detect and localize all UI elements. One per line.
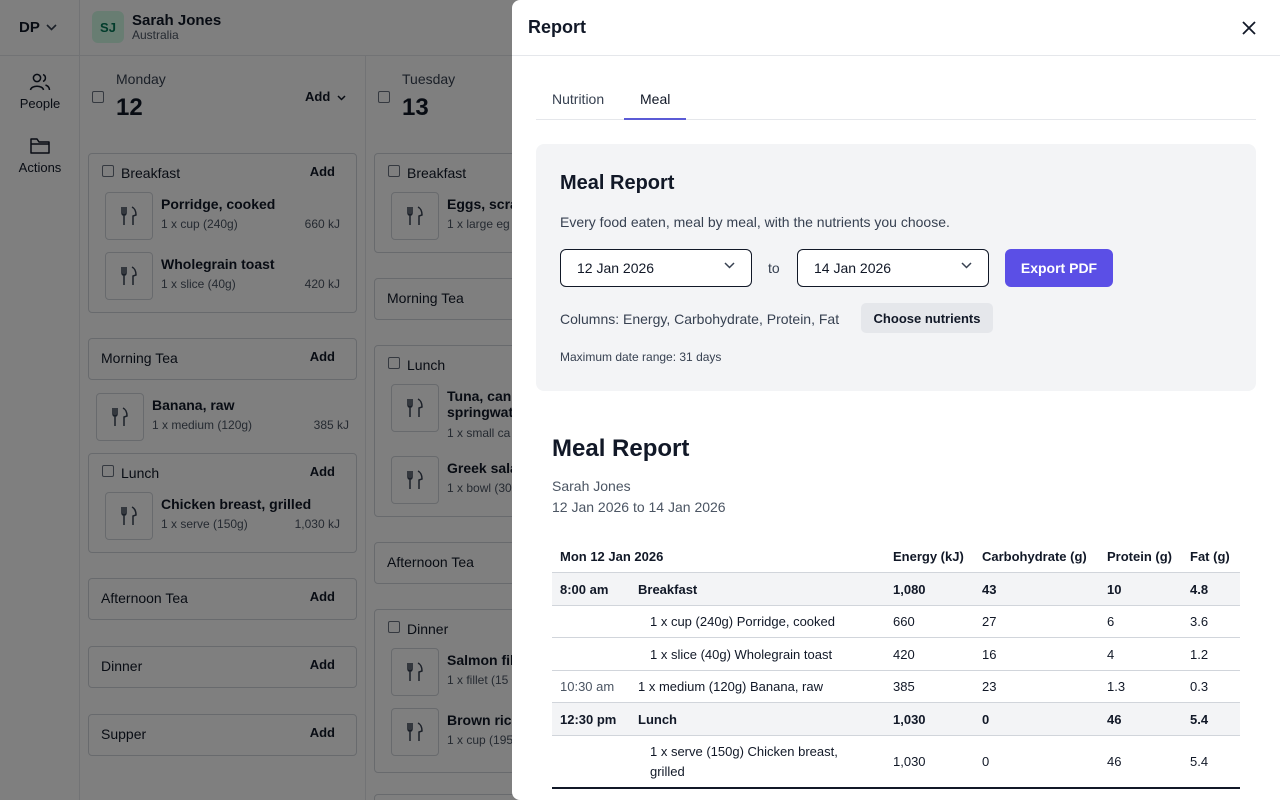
row-energy: 1,030 <box>893 712 926 727</box>
carb-header: Carbohydrate (g) <box>982 549 1087 564</box>
row-label: Lunch <box>638 712 677 727</box>
report-drawer: Report Nutrition Meal Meal Report Every … <box>512 0 1280 800</box>
row-label: 1 x serve (150g) Chicken breast, <box>650 744 838 759</box>
to-label: to <box>768 260 780 276</box>
choose-nutrients-button[interactable]: Choose nutrients <box>861 303 993 333</box>
row-time: 10:30 am <box>560 679 615 694</box>
report-tabs: Nutrition Meal <box>536 84 1256 120</box>
row-fat: 3.6 <box>1190 614 1209 629</box>
row-carb: 43 <box>982 582 997 597</box>
energy-header: Energy (kJ) <box>893 549 964 564</box>
table-row: 1 x slice (40g) Wholegrain toast 420 16 … <box>552 638 1240 671</box>
row-energy: 420 <box>893 647 915 662</box>
row-fat: 5.4 <box>1190 712 1209 727</box>
table-row-meal: 8:00 am Breakfast 1,080 43 10 4.8 <box>552 573 1240 606</box>
close-icon <box>1242 21 1256 35</box>
report-date-range: 12 Jan 2026 to 14 Jan 2026 <box>552 499 726 515</box>
row-protein: 46 <box>1107 712 1122 727</box>
row-label: 1 x cup (240g) Porridge, cooked <box>650 614 835 629</box>
chevron-down-icon <box>724 262 735 269</box>
row-energy: 1,030 <box>893 754 926 769</box>
row-label: Breakfast <box>638 582 698 597</box>
date-header: Mon 12 Jan 2026 <box>560 549 664 564</box>
row-protein: 6 <box>1107 614 1115 629</box>
fat-header: Fat (g) <box>1190 549 1230 564</box>
row-protein: 4 <box>1107 647 1115 662</box>
row-carb: 16 <box>982 647 997 662</box>
row-time: 8:00 am <box>560 582 609 597</box>
row-fat: 1.2 <box>1190 647 1209 662</box>
to-date-select[interactable]: 14 Jan 2026 <box>797 249 989 287</box>
max-range-note: Maximum date range: 31 days <box>560 350 722 364</box>
report-settings-panel: Meal Report Every food eaten, meal by me… <box>536 144 1256 391</box>
row-carb: 23 <box>982 679 997 694</box>
table-row: 1 x cup (240g) Porridge, cooked 660 27 6… <box>552 606 1240 638</box>
from-date-value: 12 Jan 2026 <box>577 260 655 276</box>
table-header: Mon 12 Jan 2026 Energy (kJ) Carbohydrate… <box>552 540 1240 573</box>
row-carb: 0 <box>982 712 990 727</box>
to-date-value: 14 Jan 2026 <box>814 260 892 276</box>
drawer-title: Report <box>528 17 586 37</box>
row-energy: 660 <box>893 614 915 629</box>
panel-description: Every food eaten, meal by meal, with the… <box>560 214 950 230</box>
report-person: Sarah Jones <box>552 478 631 494</box>
row-protein: 46 <box>1107 754 1122 769</box>
row-fat: 0.3 <box>1190 679 1209 694</box>
table-row: 10:30 am 1 x medium (120g) Banana, raw 3… <box>552 671 1240 703</box>
row-protein: 10 <box>1107 582 1122 597</box>
chevron-down-icon <box>961 262 972 269</box>
protein-header: Protein (g) <box>1107 549 1172 564</box>
tab-nutrition[interactable]: Nutrition <box>552 91 605 107</box>
row-label: 1 x medium (120g) Banana, raw <box>638 679 823 694</box>
close-button[interactable] <box>1236 15 1262 41</box>
row-label-continued: grilled <box>650 764 685 779</box>
table-row-meal: 12:30 pm Lunch 1,030 0 46 5.4 <box>552 703 1240 736</box>
from-date-select[interactable]: 12 Jan 2026 <box>560 249 752 287</box>
columns-label: Columns: Energy, Carbohydrate, Protein, … <box>560 311 840 327</box>
row-energy: 1,080 <box>893 582 926 597</box>
row-carb: 0 <box>982 754 990 769</box>
panel-title: Meal Report <box>560 172 675 194</box>
row-protein: 1.3 <box>1107 679 1126 694</box>
tab-meal[interactable]: Meal <box>624 84 687 120</box>
row-label: 1 x slice (40g) Wholegrain toast <box>650 647 833 662</box>
row-energy: 385 <box>893 679 915 694</box>
row-fat: 4.8 <box>1190 582 1209 597</box>
table-bottom-rule <box>552 787 1240 789</box>
row-fat: 5.4 <box>1190 754 1209 769</box>
export-pdf-button[interactable]: Export PDF <box>1005 249 1113 287</box>
row-carb: 27 <box>982 614 997 629</box>
report-title: Meal Report <box>552 435 690 462</box>
row-time: 12:30 pm <box>560 712 617 727</box>
table-row: 1 x serve (150g) Chicken breast, grilled… <box>552 736 1240 787</box>
drawer-header: Report <box>512 0 1280 56</box>
